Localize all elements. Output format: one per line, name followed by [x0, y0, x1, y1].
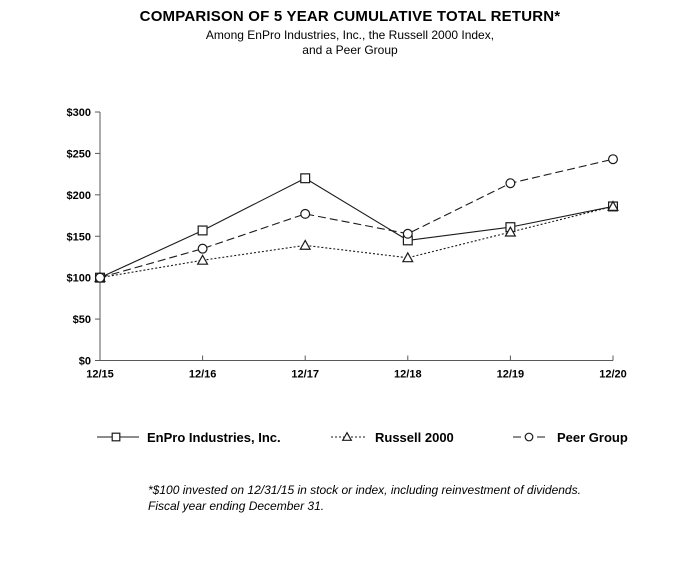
legend-swatch-triangle-dotted-line: [331, 431, 367, 441]
x-tick-label: 12/18: [394, 369, 422, 381]
chart-subtitle-line1: Among EnPro Industries, Inc., the Russel…: [205, 28, 495, 42]
axes: $0 $50 $100 $150 $200 $250 $300 12/15 12/16 12/17…: [67, 107, 627, 381]
y-tick-label: $100: [67, 273, 91, 285]
square-marker: [197, 225, 208, 236]
footnote-line2: Fiscal year ending December 31.: [148, 499, 325, 513]
circle-marker: [300, 208, 311, 219]
circle-marker: [524, 432, 534, 442]
x-tick-label: 12/15: [86, 369, 114, 381]
legend-label: EnPro Industries, Inc.: [147, 429, 281, 445]
legend-item-peer-group: Peer Group: [512, 429, 628, 445]
chart-legend: EnPro Industries, Inc. Russell 2000 Peer…: [0, 429, 700, 447]
circle-marker: [505, 178, 516, 189]
legend-item-enpro: EnPro Industries, Inc.: [96, 429, 281, 445]
circle-marker: [94, 272, 105, 283]
series-line: [99, 177, 614, 279]
triangle-marker: [607, 200, 619, 211]
series-markers: [94, 200, 619, 283]
y-tick-label: $250: [67, 148, 91, 160]
triangle-marker: [299, 239, 312, 250]
circle-marker: [197, 243, 208, 254]
triangle-marker: [401, 251, 414, 263]
legend-swatch-circle-dashed-line: [513, 432, 549, 442]
triangle-marker: [504, 225, 517, 237]
triangle-marker: [341, 431, 353, 441]
series-2: [99, 158, 614, 279]
legend-marker: [341, 431, 353, 441]
triangle-marker: [196, 254, 209, 265]
series-0: [99, 177, 614, 279]
series-line: [99, 158, 614, 279]
y-tick-label: $300: [67, 107, 91, 119]
legend-label: Russell 2000: [375, 429, 454, 445]
square-marker: [111, 432, 121, 442]
x-tick-label: 12/16: [189, 369, 217, 381]
square-marker: [300, 173, 311, 184]
y-tick-label: $200: [67, 190, 91, 202]
legend-item-russell-2000: Russell 2000: [330, 429, 454, 445]
circle-marker: [607, 154, 618, 165]
legend-marker: [111, 432, 121, 442]
series-markers: [94, 173, 618, 283]
legend-label: Peer Group: [557, 429, 628, 445]
y-tick-label: $150: [67, 231, 91, 243]
circle-marker: [402, 228, 413, 239]
series-markers: [94, 154, 618, 283]
chart-title: COMPARISON OF 5 YEAR CUMULATIVE TOTAL RE…: [139, 8, 561, 25]
chart-subtitle-line2: and a Peer Group: [302, 43, 398, 57]
y-tick-label: $0: [79, 356, 91, 368]
y-tick-label: $50: [73, 314, 91, 326]
x-tick-label: 12/20: [599, 369, 627, 381]
footnote-line1: *$100 invested on 12/31/15 in stock or i…: [148, 483, 581, 497]
legend-marker: [524, 432, 534, 442]
legend-swatch-square-solid-line: [97, 432, 139, 442]
x-tick-label: 12/17: [291, 369, 319, 381]
x-tick-label: 12/19: [497, 369, 525, 381]
